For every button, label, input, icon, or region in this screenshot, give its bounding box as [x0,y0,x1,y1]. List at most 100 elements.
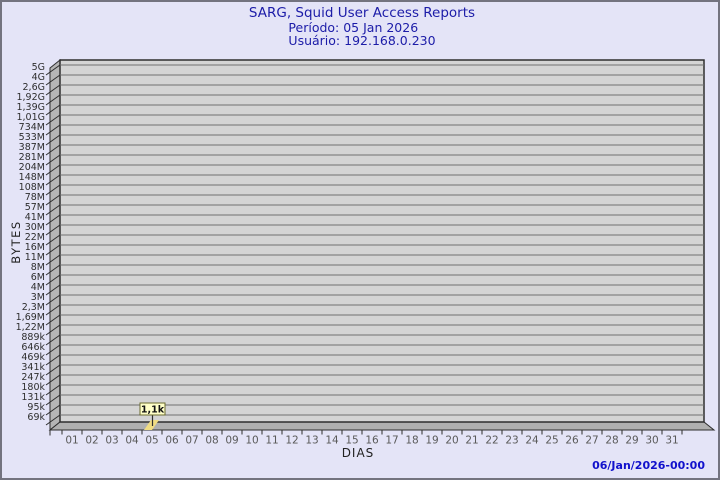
y-tick-mark [45,414,61,426]
y-tick-mark [45,64,61,76]
plot-area [59,59,705,423]
y-tick-mark [45,194,61,206]
y-tick-label: 204M [19,162,45,173]
y-tick-mark [45,254,61,266]
x-tick-label: 08 [205,435,218,447]
y-tick-label: 148M [19,172,45,183]
x-tick-label: 09 [225,435,238,447]
chart-period-label: Período: 05 Jan 2026 [288,20,419,35]
y-tick-label: 5G [32,62,45,73]
y-tick-label: 1,92G [16,92,45,103]
y-tick-mark [45,244,61,256]
y-tick-mark [45,164,61,176]
x-tick-label: 02 [85,435,98,447]
x-tick-label: 14 [325,435,339,447]
y-tick-mark [45,214,61,226]
y-tick-mark [45,334,61,346]
x-axis-title: DIAS [341,446,375,460]
x-tick-label: 25 [545,435,558,447]
y-tick-mark [45,274,61,286]
x-tick-label: 15 [345,435,358,447]
x-tick-label: 24 [525,435,539,447]
x-tick-label: 05 [145,435,158,447]
x-tick-label: 23 [505,435,518,447]
y-tick-label: 108M [19,182,45,193]
y-tick-label: 469k [21,352,45,363]
y-tick-mark [45,94,61,106]
y-tick-label: 1,69M [16,312,45,323]
x-tick-label: 21 [465,435,478,447]
y-tick-label: 2,3M [22,302,45,313]
y-tick-mark [45,74,61,86]
x-tick-label: 11 [265,435,278,447]
y-tick-mark [45,154,61,166]
bar-value-label: 1,1k [141,405,165,416]
y-tick-mark [45,314,61,326]
y-tick-mark [45,294,61,306]
x-tick-label: 13 [305,435,318,447]
x-tick-label: 19 [425,435,438,447]
y-tick-label: 734M [19,122,45,133]
y-tick-label: 3M [31,292,45,303]
y-tick-label: 2,6G [23,82,45,93]
report-timestamp: 06/Jan/2026-00:00 [592,459,705,472]
x-tick-label: 10 [245,435,258,447]
x-tick-label: 31 [665,435,678,447]
y-tick-label: 1,01G [16,112,45,123]
y-tick-mark [45,374,61,386]
y-tick-label: 41M [25,212,45,223]
y-tick-label: 95k [27,402,45,413]
y-tick-label: 646k [21,342,45,353]
chart-subtitle-block: Período: 05 Jan 2026 Usuário: 192.168.0.… [288,21,435,47]
y-tick-label: 8M [31,262,45,273]
x-tick-label: 04 [125,435,139,447]
y-tick-label: 341k [21,362,45,373]
x-tick-label: 12 [285,435,298,447]
y-tick-label: 69k [27,412,45,423]
y-tick-label: 387M [19,142,45,153]
y-tick-mark [45,284,61,296]
x-tick-label: 16 [365,435,379,447]
x-tick-label: 30 [645,435,658,447]
y-tick-mark [45,174,61,186]
y-tick-label: 22M [25,232,45,243]
y-tick-mark [45,114,61,126]
x-tick-label: 06 [165,435,179,447]
y-tick-mark [45,264,61,276]
y-tick-label: 247k [21,372,45,383]
y-tick-mark [45,234,61,246]
y-tick-label: 16M [25,242,45,253]
y-tick-label: 78M [25,192,45,203]
y-tick-label: 180k [21,382,45,393]
y-tick-label: 6M [31,272,45,283]
y-tick-label: 1,39G [16,102,45,113]
y-tick-label: 4G [32,72,45,83]
y-tick-mark [45,134,61,146]
y-tick-mark [45,324,61,336]
y-tick-mark [45,124,61,136]
y-tick-mark [45,344,61,356]
y-tick-label: 889k [21,332,45,343]
y-tick-label: 11M [25,252,45,263]
x-tick-label: 22 [485,435,498,447]
y-tick-mark [45,84,61,96]
chart-title: SARG, Squid User Access Reports [248,5,476,21]
y-tick-mark [45,224,61,236]
bar-day-05 [144,420,159,430]
y-tick-mark [45,304,61,316]
x-tick-label: 26 [565,435,579,447]
y-tick-label: 4M [31,282,45,293]
y-tick-mark [45,104,61,116]
y-tick-label: 281M [19,152,45,163]
x-tick-label: 29 [625,435,638,447]
bar-value-box [139,402,166,416]
y-tick-mark [45,384,61,396]
x-tick-label: 28 [605,435,618,447]
chart-header: SARG, Squid User Access Reports Período:… [2,5,718,48]
y-tick-mark [45,204,61,216]
x-tick-label: 03 [105,435,118,447]
x-tick-label: 27 [585,435,598,447]
x-tick-label: 01 [65,435,78,447]
